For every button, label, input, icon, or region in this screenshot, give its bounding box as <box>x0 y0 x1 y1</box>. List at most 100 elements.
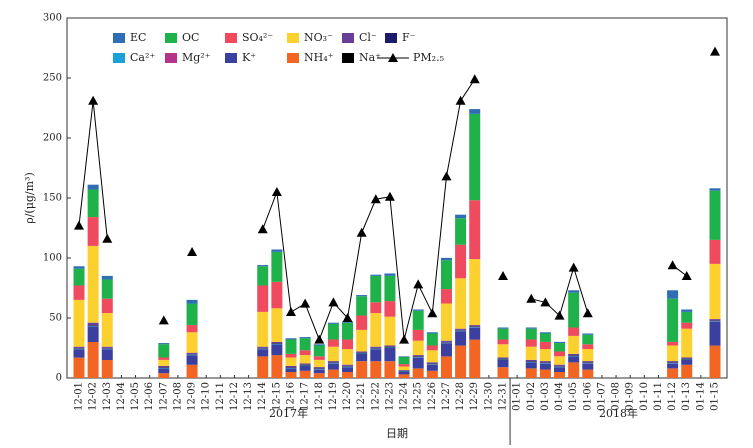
bar-segment <box>186 332 198 353</box>
bar-segment <box>73 299 85 347</box>
x-tick-label: 01-14 <box>695 382 706 411</box>
bar-segment <box>455 345 467 378</box>
line-marker <box>667 260 678 270</box>
bar-segment <box>342 372 354 378</box>
bar-segment <box>257 346 269 348</box>
x-tick-label: 12-26 <box>427 382 438 411</box>
bar-segment <box>313 369 325 374</box>
line-marker <box>271 187 282 196</box>
bar-segment <box>497 339 509 345</box>
line-marker <box>710 46 720 56</box>
bar-segment <box>327 369 339 378</box>
bar-segment <box>469 325 481 327</box>
x-tick-label: 12-06 <box>144 382 155 411</box>
bar-segment <box>398 356 410 365</box>
bar-segment <box>73 357 85 378</box>
bar-segment <box>356 354 368 362</box>
line-marker <box>328 297 339 307</box>
bar-segment <box>73 285 85 300</box>
x-tick-label: 12-05 <box>130 382 141 411</box>
bar-segment <box>582 333 594 335</box>
bar-segment <box>285 365 297 368</box>
x-tick-label: 12-27 <box>441 382 452 411</box>
bar-segment <box>582 363 594 370</box>
x-group-label: 2018年 <box>599 406 638 420</box>
bar-segment <box>568 290 580 293</box>
legend-label: Ca²⁺ <box>130 51 155 64</box>
bar-segment <box>667 341 679 346</box>
bar-segment <box>342 339 354 350</box>
bar-segment <box>384 345 396 347</box>
legend-marker <box>388 53 398 62</box>
bar-segment <box>87 217 99 246</box>
legend-label: F⁻ <box>402 31 416 44</box>
bar-segment <box>299 350 311 356</box>
bar-segment <box>271 281 283 309</box>
bar-segment <box>440 340 452 342</box>
bar-segment <box>455 331 467 346</box>
line-marker <box>427 308 438 318</box>
bar-segment <box>539 333 551 342</box>
bar-segment <box>271 251 283 282</box>
bar-segment <box>412 340 424 356</box>
bar-segment <box>497 357 509 359</box>
y-tick-label: 0 <box>56 373 62 384</box>
line-marker <box>314 334 325 344</box>
x-tick-label: 12-16 <box>286 382 297 411</box>
bar-segment <box>455 218 467 245</box>
bar-segment <box>539 369 551 378</box>
line-marker <box>568 262 579 272</box>
bar-segment <box>370 349 382 362</box>
x-tick-label: 01-09 <box>625 382 636 411</box>
x-tick-label: 01-11 <box>653 382 664 411</box>
legend-swatch <box>342 33 354 43</box>
bar-segment <box>539 349 551 362</box>
bar-segment <box>426 333 438 346</box>
line-marker <box>455 95 466 105</box>
line-marker <box>526 293 537 303</box>
y-tick-label: 300 <box>43 13 62 24</box>
bar-segment <box>455 328 467 330</box>
line-marker <box>554 310 565 320</box>
bar-segment <box>469 200 481 260</box>
legend-label: SO₄²⁻ <box>242 31 273 44</box>
bar-segment <box>87 189 99 218</box>
bar-segment <box>285 357 297 366</box>
bar-segment <box>257 266 269 286</box>
legend-label: Na⁺ <box>359 51 381 64</box>
x-tick-label: 12-17 <box>300 382 311 411</box>
bar-segment <box>440 303 452 341</box>
line-marker <box>681 271 692 280</box>
bar-segment <box>327 339 339 347</box>
bar-segment <box>440 356 452 378</box>
bar-segment <box>582 334 594 345</box>
bar-segment <box>313 359 325 368</box>
line <box>79 52 715 340</box>
y-tick-label: 100 <box>43 253 62 264</box>
x-tick-label: 12-30 <box>483 382 494 411</box>
x-tick-label: 12-13 <box>243 382 254 411</box>
bar-segment <box>313 344 325 346</box>
bar-segment <box>568 292 580 328</box>
bar-segment <box>667 368 679 378</box>
bar-segment <box>554 341 566 344</box>
bar-segment <box>681 357 693 359</box>
bar-segment <box>101 360 113 378</box>
bar-segment <box>356 351 368 353</box>
bar-segment <box>271 355 283 378</box>
bar-segment <box>370 313 382 347</box>
bar-segment <box>313 356 325 360</box>
x-tick-label: 12-02 <box>88 382 99 411</box>
bar-segment <box>709 319 721 321</box>
bar-segment <box>681 364 693 378</box>
bar-segment <box>370 302 382 314</box>
line-marker <box>498 271 508 280</box>
bar-segment <box>73 266 85 269</box>
bar-segment <box>73 268 85 286</box>
line-marker <box>342 313 353 322</box>
bar-segment <box>186 352 198 354</box>
bar-segment <box>384 316 396 346</box>
bar-segment <box>568 335 580 354</box>
bar-segment <box>285 338 297 340</box>
bar-segment <box>426 370 438 378</box>
